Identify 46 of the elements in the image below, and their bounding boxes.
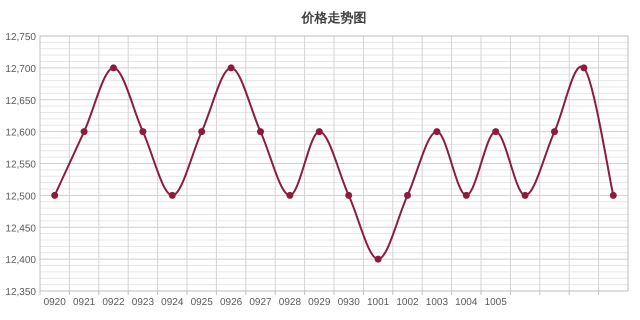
y-tick-label: 12,400 — [5, 255, 36, 266]
x-tick-label: 1001 — [366, 297, 390, 308]
x-tick-label: 1004 — [455, 297, 478, 308]
point — [492, 128, 500, 136]
y-tick-label: 12,700 — [5, 64, 36, 75]
x-tick-label: 0928 — [278, 297, 302, 308]
point — [139, 128, 146, 136]
point — [51, 192, 58, 199]
x-tick-label: 0926 — [220, 297, 243, 308]
point — [433, 128, 440, 136]
x-tick-label: 1003 — [426, 297, 448, 308]
x-tick-label: 0929 — [308, 297, 331, 308]
x-tick-label: 1002 — [396, 297, 420, 308]
x-tick-label: 1005 — [484, 297, 508, 308]
x-tick-label: 0927 — [249, 297, 272, 308]
y-tick-label: 12,500 — [5, 191, 36, 202]
x-tick-label: 0924 — [161, 297, 184, 308]
x-tick-label: 0923 — [132, 297, 154, 308]
x-tick-label: 0925 — [190, 297, 214, 308]
point — [110, 64, 117, 72]
point — [228, 64, 235, 72]
point — [404, 192, 411, 199]
point — [80, 128, 88, 136]
point — [462, 192, 470, 199]
point — [345, 192, 352, 199]
x-tick-label: 0922 — [102, 297, 126, 308]
point — [286, 192, 294, 199]
y-tick-label: 12,350 — [5, 287, 36, 298]
y-tick-label: 12,550 — [5, 160, 36, 170]
point — [551, 128, 558, 136]
y-tick-label: 12,750 — [5, 32, 36, 43]
x-tick-label: 0921 — [72, 297, 96, 308]
x-tick-label: 0930 — [338, 297, 360, 308]
y-tick-label: 12,600 — [5, 128, 36, 139]
point — [522, 192, 529, 199]
point — [198, 128, 206, 136]
point — [168, 192, 176, 199]
chart-title: 价格走势图 — [300, 10, 366, 25]
point — [257, 128, 264, 136]
point — [580, 64, 588, 72]
x-tick-label: 0920 — [44, 297, 66, 308]
point — [610, 192, 617, 199]
point — [316, 128, 323, 136]
point — [374, 256, 382, 263]
y-tick-label: 12,650 — [5, 96, 36, 107]
y-tick-label: 12,450 — [5, 223, 36, 234]
